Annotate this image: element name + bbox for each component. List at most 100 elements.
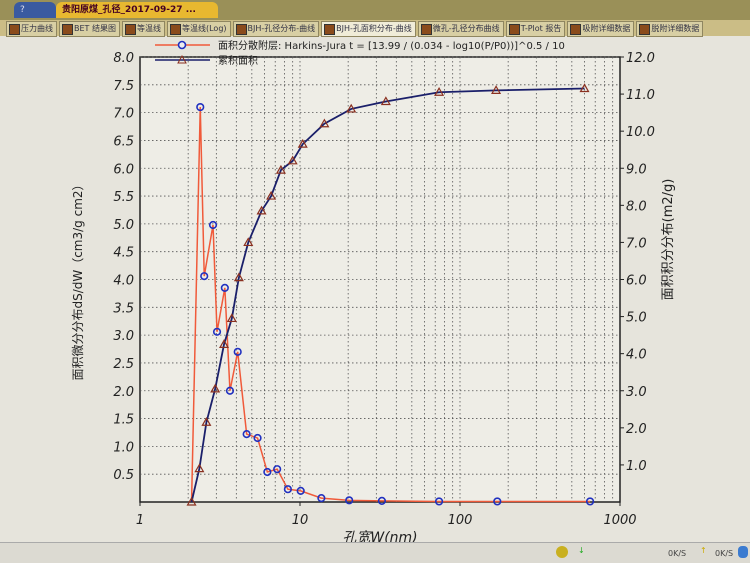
y-tick-label: 2.0 bbox=[113, 385, 134, 400]
data-point-triangle bbox=[201, 417, 212, 426]
data-point-triangle bbox=[297, 138, 308, 148]
document-tab-bar: ? 贵阳原煤_孔径_2017-09-27 ... bbox=[0, 0, 750, 20]
y2-tick-label: 6.0 bbox=[626, 274, 647, 289]
data-point-triangle bbox=[380, 96, 391, 106]
y-tick-label: 4.5 bbox=[113, 246, 134, 261]
data-point-triangle bbox=[210, 383, 221, 393]
y-tick-label: 4.0 bbox=[113, 274, 134, 289]
chart-tab[interactable]: 吸附详细数据 bbox=[567, 21, 635, 37]
data-point-circle bbox=[377, 496, 387, 505]
data-point-triangle bbox=[491, 85, 502, 94]
data-point-circle bbox=[317, 494, 326, 503]
upload-speed: 0K/S bbox=[715, 549, 734, 558]
data-point-circle bbox=[253, 433, 262, 443]
y-tick-label: 0.5 bbox=[113, 468, 134, 483]
y-tick-label: 5.0 bbox=[113, 218, 134, 233]
data-point-triangle bbox=[579, 83, 590, 93]
data-point-circle bbox=[345, 496, 354, 505]
y2-tick-label: 4.0 bbox=[626, 348, 647, 363]
browser-icon bbox=[738, 546, 748, 558]
y-tick-label: 1.5 bbox=[113, 413, 134, 428]
y-tick-label: 8.0 bbox=[113, 51, 134, 66]
document-tab[interactable]: ? bbox=[14, 2, 56, 18]
y-tick-label: 1.0 bbox=[113, 440, 134, 455]
data-point-circle bbox=[242, 430, 251, 439]
y-tick-label: 6.0 bbox=[113, 162, 134, 177]
y2-tick-label: 2.0 bbox=[626, 422, 647, 437]
data-point-circle bbox=[273, 465, 282, 474]
data-point-triangle bbox=[275, 164, 286, 174]
x-tick-label: 1000 bbox=[603, 513, 636, 528]
chart-tab-bar: 压力曲线 BET 结果图 等温线 等温线(Log) BJH-孔径分布-曲线 BJH-孔面积… bbox=[0, 20, 750, 37]
data-point-triangle bbox=[218, 339, 230, 348]
y2-tick-label: 3.0 bbox=[626, 385, 647, 400]
y2-tick-label: 10.0 bbox=[626, 125, 655, 140]
chart-tab[interactable]: BJH-孔径分布-曲线 bbox=[232, 21, 320, 37]
chart-tab[interactable]: 等温线(Log) bbox=[166, 21, 231, 37]
chart: 0.5 1.0 1.5 2.0 2.5 3.0 3.5 4.0 4.5 5.0 5.5 6.0 6.5 7… bbox=[71, 39, 676, 542]
data-point-circle bbox=[200, 272, 209, 281]
data-point-circle bbox=[212, 327, 222, 336]
data-point-triangle bbox=[434, 87, 445, 96]
data-point-circle bbox=[196, 102, 205, 112]
data-point-circle bbox=[263, 467, 272, 477]
data-point-triangle bbox=[319, 118, 330, 128]
x-tick-label: 10 bbox=[292, 513, 309, 528]
data-point-circle bbox=[208, 220, 218, 230]
data-point-circle bbox=[233, 347, 242, 356]
y-tick-label: 7.5 bbox=[113, 79, 134, 94]
chart-tab[interactable]: 压力曲线 bbox=[6, 21, 57, 37]
chart-tab[interactable]: 脱附详细数据 bbox=[636, 21, 704, 37]
data-point-triangle bbox=[256, 205, 267, 215]
chart-tab[interactable]: 微孔-孔径分布曲线 bbox=[417, 21, 504, 37]
y2-axis-label: 面积积分分布(m2/g) bbox=[661, 179, 676, 301]
chart-tab[interactable]: T-Plot 报告 bbox=[505, 21, 566, 37]
y2-tick-label: 12.0 bbox=[626, 51, 655, 66]
y-tick-label: 6.5 bbox=[113, 134, 134, 149]
document-tab-active[interactable]: 贵阳原煤_孔径_2017-09-27 ... bbox=[56, 2, 218, 18]
series-line-1 bbox=[190, 87, 585, 503]
data-point-triangle bbox=[287, 155, 298, 165]
y2-tick-label: 9.0 bbox=[626, 162, 647, 177]
data-point-triangle bbox=[243, 237, 254, 247]
chart-tab[interactable]: 等温线 bbox=[121, 21, 165, 37]
y-axis-label: 面积微分分布dS/dW（cm3/g cm2） bbox=[71, 178, 85, 380]
data-point-triangle bbox=[346, 103, 357, 113]
y2-tick-label: 1.0 bbox=[626, 459, 647, 474]
data-point-triangle bbox=[186, 496, 197, 506]
data-point-circle bbox=[296, 486, 305, 495]
legend-label-0: 面积分散附层: Harkins-Jura t = [13.99 / (0.034… bbox=[218, 39, 565, 52]
data-point-triangle bbox=[233, 272, 244, 282]
data-point-circle bbox=[493, 497, 502, 506]
series-line-0 bbox=[190, 107, 591, 503]
x-tick-label: 100 bbox=[448, 513, 473, 528]
accelerator-icon bbox=[556, 546, 568, 558]
status-bar: ↓ 0K/S ↑ 0K/S bbox=[0, 542, 750, 563]
y-tick-label: 3.5 bbox=[113, 301, 134, 316]
download-speed: 0K/S bbox=[668, 549, 687, 558]
y-tick-label: 7.0 bbox=[113, 107, 134, 122]
x-axis-label: 孔宽W(nm) bbox=[342, 530, 417, 542]
y-tick-label: 3.0 bbox=[113, 329, 134, 344]
legend-marker-triangle bbox=[177, 54, 187, 64]
download-arrow-icon: ↓ bbox=[578, 546, 585, 555]
upload-arrow-icon: ↑ bbox=[700, 546, 707, 555]
legend-label-1: 累积面积 bbox=[218, 55, 258, 67]
y2-tick-label: 8.0 bbox=[626, 199, 647, 214]
data-point-triangle bbox=[266, 190, 277, 200]
y2-tick-label: 11.0 bbox=[626, 88, 655, 103]
y2-tick-label: 7.0 bbox=[626, 236, 647, 251]
chart-tab[interactable]: BJH-孔面积分布-曲线 bbox=[321, 21, 416, 37]
data-point-circle bbox=[283, 485, 292, 494]
chart-tab[interactable]: BET 结果图 bbox=[59, 21, 120, 37]
x-tick-label: 1 bbox=[136, 513, 144, 528]
data-point-triangle bbox=[226, 313, 237, 323]
data-point-circle bbox=[220, 283, 229, 292]
data-point-circle bbox=[225, 386, 235, 395]
data-point-circle bbox=[434, 497, 444, 506]
data-point-triangle bbox=[194, 463, 205, 473]
data-point-circle bbox=[585, 497, 595, 506]
y-tick-label: 2.5 bbox=[113, 357, 134, 372]
y-tick-label: 5.5 bbox=[113, 190, 134, 205]
legend-marker-circle bbox=[177, 40, 187, 50]
